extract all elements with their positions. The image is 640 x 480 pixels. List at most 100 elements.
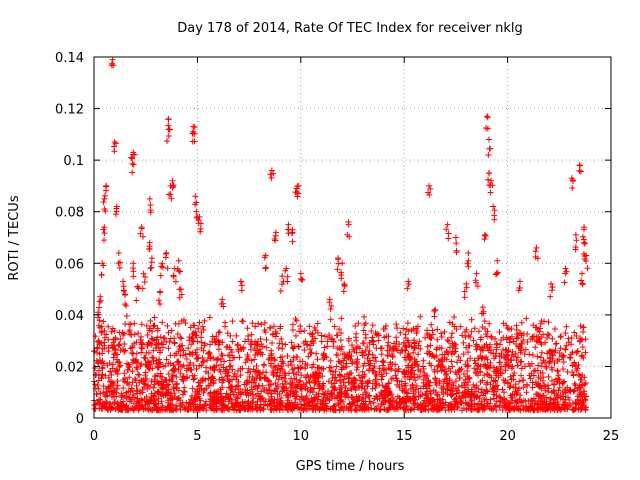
data-point	[518, 347, 525, 354]
data-point-outlier	[122, 292, 129, 299]
data-point	[173, 373, 180, 380]
data-point	[562, 390, 569, 397]
data-point	[509, 392, 516, 399]
data-point	[474, 343, 481, 350]
data-point	[117, 347, 124, 354]
data-point-outlier	[168, 195, 175, 202]
data-point-outlier	[116, 264, 123, 271]
data-point	[385, 380, 392, 387]
data-point-outlier	[97, 297, 104, 304]
data-point-outlier	[129, 160, 136, 167]
data-point	[344, 371, 351, 378]
data-point	[128, 349, 135, 356]
data-point	[510, 376, 517, 383]
data-point-outlier	[100, 226, 107, 233]
data-point	[247, 346, 254, 353]
data-point	[500, 320, 507, 327]
data-point	[314, 320, 321, 327]
data-point	[155, 388, 162, 395]
data-point	[121, 370, 128, 377]
data-point	[395, 368, 402, 375]
data-point-outlier	[584, 265, 591, 272]
data-point	[490, 378, 497, 385]
data-point	[334, 345, 341, 352]
data-point	[146, 359, 153, 366]
data-point	[511, 369, 518, 376]
data-point	[189, 349, 196, 356]
data-point	[107, 401, 114, 408]
data-point	[91, 381, 98, 388]
data-point	[124, 360, 131, 367]
data-point	[531, 367, 538, 374]
data-point	[210, 375, 217, 382]
data-point	[429, 406, 436, 413]
data-point-outlier	[96, 298, 103, 305]
x-tick-label: 0	[90, 429, 98, 444]
data-point	[552, 341, 559, 348]
data-point	[177, 397, 184, 404]
data-point	[506, 384, 513, 391]
data-point	[358, 396, 365, 403]
data-point	[502, 355, 509, 362]
data-point	[270, 407, 277, 414]
data-point-outlier	[405, 280, 412, 287]
data-point	[94, 399, 101, 406]
data-point	[512, 384, 519, 391]
data-point-outlier	[159, 264, 166, 271]
data-point	[529, 384, 536, 391]
data-point	[266, 324, 273, 331]
data-point	[348, 407, 355, 414]
data-point	[133, 350, 140, 357]
data-point	[353, 337, 360, 344]
data-point	[516, 385, 523, 392]
data-point	[528, 396, 535, 403]
data-point	[509, 348, 516, 355]
data-point-outlier	[465, 263, 472, 270]
data-point	[454, 404, 461, 411]
data-point	[105, 374, 112, 381]
data-point	[560, 366, 567, 373]
data-point	[452, 378, 459, 385]
data-point	[129, 368, 136, 375]
data-point	[577, 376, 584, 383]
data-point	[553, 340, 560, 347]
data-point-outlier	[101, 192, 108, 199]
data-point	[117, 399, 124, 406]
data-point	[437, 361, 444, 368]
data-point-outlier	[426, 191, 433, 198]
data-point	[459, 390, 466, 397]
data-point	[186, 361, 193, 368]
y-tick-label: 0	[76, 412, 84, 427]
data-point	[237, 385, 244, 392]
data-point	[200, 358, 207, 365]
data-point	[500, 376, 507, 383]
data-point-outlier	[98, 271, 105, 278]
data-point-outlier	[191, 138, 198, 145]
data-point	[193, 390, 200, 397]
data-point	[373, 331, 380, 338]
data-point	[422, 334, 429, 341]
data-point-outlier	[141, 279, 148, 286]
data-point	[484, 345, 491, 352]
data-point	[229, 366, 236, 373]
data-point	[483, 387, 490, 394]
data-point	[154, 325, 161, 332]
data-point	[401, 388, 408, 395]
data-point	[544, 405, 551, 412]
data-point	[200, 389, 207, 396]
data-point	[203, 385, 210, 392]
data-point	[359, 349, 366, 356]
data-point	[310, 340, 317, 347]
data-point	[409, 367, 416, 374]
data-point-outlier	[582, 258, 589, 265]
data-point	[563, 342, 570, 349]
data-point	[471, 394, 478, 401]
data-point	[568, 341, 575, 348]
data-point	[245, 392, 252, 399]
data-point	[167, 352, 174, 359]
data-point-outlier	[427, 185, 434, 192]
data-point	[110, 361, 117, 368]
data-point	[461, 384, 468, 391]
data-point-outlier	[289, 229, 296, 236]
data-point-outlier	[578, 277, 585, 284]
